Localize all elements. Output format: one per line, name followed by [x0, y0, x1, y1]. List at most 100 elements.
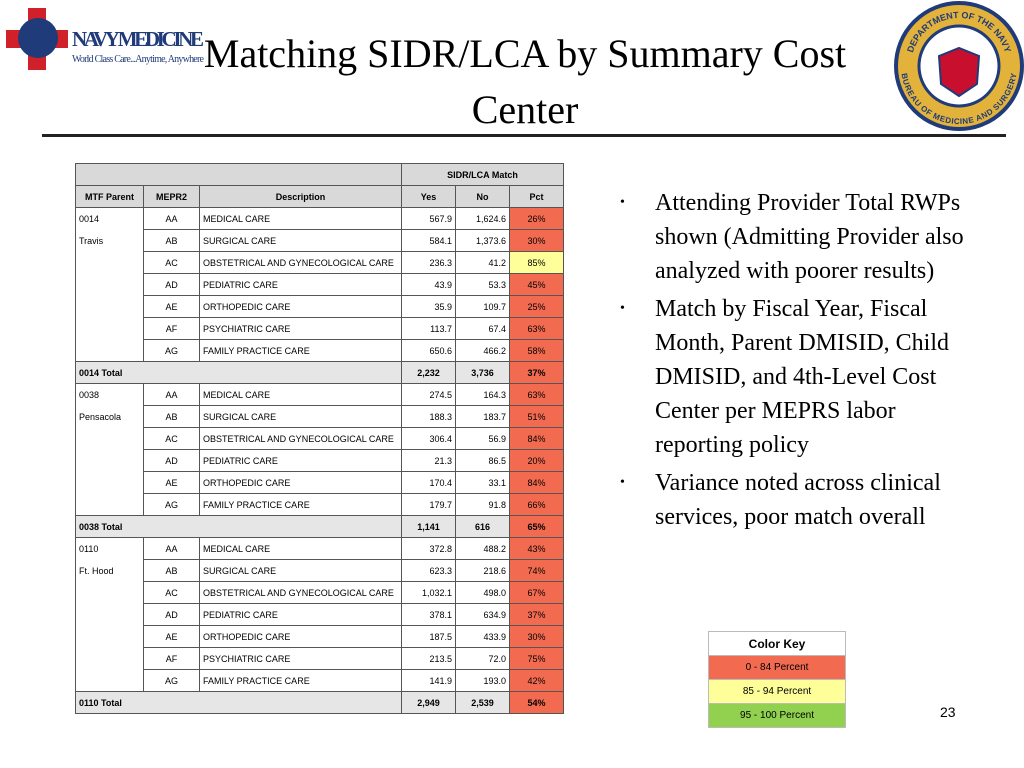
pct: 67% — [509, 581, 564, 604]
yes: 372.8 — [401, 537, 456, 560]
column-header-row: MTF Parent MEPR2 Description Yes No Pct — [75, 185, 564, 208]
logo-name: NAVY MEDICINE — [72, 27, 204, 51]
mtf-parent — [75, 295, 144, 318]
no: 218.6 — [455, 559, 510, 582]
seal-shield — [937, 46, 981, 98]
description: ORTHOPEDIC CARE — [199, 625, 402, 648]
yes: 113.7 — [401, 317, 456, 340]
pct: 58% — [509, 339, 564, 362]
yes: 35.9 — [401, 295, 456, 318]
mepr2: AE — [143, 471, 200, 494]
no: 33.1 — [455, 471, 510, 494]
data-row: AC OBSTETRICAL AND GYNECOLOGICAL CARE 236.… — [75, 251, 564, 274]
key-row: 0 - 84 Percent — [708, 655, 846, 680]
no: 466.2 — [455, 339, 510, 362]
description: FAMILY PRACTICE CARE — [199, 493, 402, 516]
mepr2: AA — [143, 207, 200, 230]
mtf-parent — [75, 273, 144, 296]
navy-medicine-logo: NAVY MEDICINE World Class Care...Anytime… — [6, 8, 205, 70]
no: 86.5 — [455, 449, 510, 472]
mepr2: AC — [143, 581, 200, 604]
key-title-row: Color Key — [708, 631, 846, 656]
mtf-parent — [75, 493, 144, 516]
bullet-list: Attending Provider Total RWPs shown (Adm… — [620, 186, 990, 538]
description: PSYCHIATRIC CARE — [199, 647, 402, 670]
no: 183.7 — [455, 405, 510, 428]
yes: 567.9 — [401, 207, 456, 230]
mepr2: AB — [143, 229, 200, 252]
key-item: 0 - 84 Percent — [708, 655, 846, 680]
description: SURGICAL CARE — [199, 405, 402, 428]
description: ORTHOPEDIC CARE — [199, 471, 402, 494]
mepr2: AD — [143, 603, 200, 626]
mtf-parent: Travis — [75, 229, 144, 252]
description: OBSTETRICAL AND GYNECOLOGICAL CARE — [199, 427, 402, 450]
no: 91.8 — [455, 493, 510, 516]
yes: 213.5 — [401, 647, 456, 670]
pct: 84% — [509, 471, 564, 494]
color-key-body: Color Key 0 - 84 Percent 85 - 94 Percent 95… — [708, 631, 846, 728]
data-row: AD PEDIATRIC CARE 43.9 53.3 45% — [75, 273, 564, 296]
mtf-parent — [75, 317, 144, 340]
pct: 74% — [509, 559, 564, 582]
no: 56.9 — [455, 427, 510, 450]
pct: 85% — [509, 251, 564, 274]
logo-tagline: World Class Care...Anytime, Anywhere — [72, 54, 205, 65]
description: OBSTETRICAL AND GYNECOLOGICAL CARE — [199, 251, 402, 274]
pct: 30% — [509, 229, 564, 252]
total-no: 3,736 — [455, 361, 510, 384]
no: 193.0 — [455, 669, 510, 692]
column-header: Description — [199, 185, 402, 208]
description: MEDICAL CARE — [199, 383, 402, 406]
column-header: No — [455, 185, 510, 208]
no: 634.9 — [455, 603, 510, 626]
yes: 623.3 — [401, 559, 456, 582]
mtf-parent: Pensacola — [75, 405, 144, 428]
pct: 84% — [509, 427, 564, 450]
total-pct: 54% — [509, 691, 564, 714]
mtf-parent — [75, 603, 144, 626]
mepr2: AF — [143, 647, 200, 670]
group-header-row: SIDR/LCA Match — [75, 163, 564, 186]
no: 109.7 — [455, 295, 510, 318]
yes: 21.3 — [401, 449, 456, 472]
data-row: AG FAMILY PRACTICE CARE 179.7 91.8 66% — [75, 493, 564, 516]
yes: 306.4 — [401, 427, 456, 450]
total-yes: 1,141 — [401, 515, 456, 538]
data-row: 0014 AA MEDICAL CARE 567.9 1,624.6 26% — [75, 207, 564, 230]
mtf-parent: 0014 — [75, 207, 144, 230]
pct: 63% — [509, 317, 564, 340]
yes: 188.3 — [401, 405, 456, 428]
total-pct: 37% — [509, 361, 564, 384]
pct: 26% — [509, 207, 564, 230]
pct: 45% — [509, 273, 564, 296]
mepr2: AG — [143, 493, 200, 516]
data-row: AG FAMILY PRACTICE CARE 141.9 193.0 42% — [75, 669, 564, 692]
data-table: SIDR/LCA Match MTF Parent MEPR2 Description… — [75, 163, 564, 714]
mepr2: AB — [143, 405, 200, 428]
total-pct: 65% — [509, 515, 564, 538]
bullet: Variance noted across clinical services,… — [620, 466, 985, 534]
mtf-parent — [75, 647, 144, 670]
no: 1,373.6 — [455, 229, 510, 252]
description: PSYCHIATRIC CARE — [199, 317, 402, 340]
total-row: 0110 Total 2,949 2,539 54% — [75, 691, 564, 714]
no: 498.0 — [455, 581, 510, 604]
yes: 1,032.1 — [401, 581, 456, 604]
no: 53.3 — [455, 273, 510, 296]
description: PEDIATRIC CARE — [199, 603, 402, 626]
mepr2: AA — [143, 383, 200, 406]
no: 41.2 — [455, 251, 510, 274]
pct: 66% — [509, 493, 564, 516]
data-row: AE ORTHOPEDIC CARE 35.9 109.7 25% — [75, 295, 564, 318]
description: PEDIATRIC CARE — [199, 273, 402, 296]
column-header: Pct — [509, 185, 564, 208]
data-row: AF PSYCHIATRIC CARE 113.7 67.4 63% — [75, 317, 564, 340]
key-item: 95 - 100 Percent — [708, 703, 846, 728]
description: FAMILY PRACTICE CARE — [199, 669, 402, 692]
yes: 187.5 — [401, 625, 456, 648]
no: 72.0 — [455, 647, 510, 670]
no: 488.2 — [455, 537, 510, 560]
yes: 179.7 — [401, 493, 456, 516]
